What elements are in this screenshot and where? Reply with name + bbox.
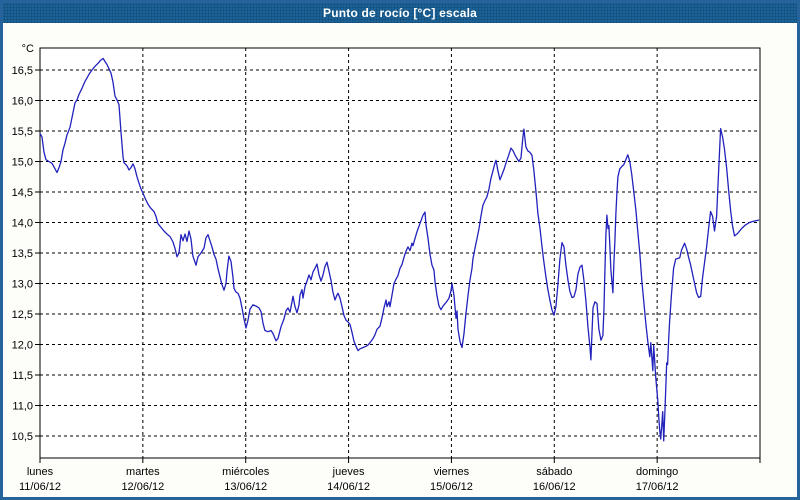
dewpoint-line-chart: 16,5 16,0 15,5 15,0 14,5 14,0 13,5 13,0 12,5 12,0… [12, 43, 761, 493]
x-day-label: martes [126, 466, 160, 478]
y-tick-label: 13,5 [12, 248, 33, 260]
x-date-label: 12/06/12 [121, 481, 164, 493]
y-tick-label: 13,0 [12, 279, 33, 291]
y-tick-label: 15,0 [12, 157, 33, 169]
y-tick-label: 14,5 [12, 187, 33, 199]
y-tick-label: 10,5 [12, 431, 33, 443]
x-date-label: 14/06/12 [327, 481, 370, 493]
dewpoint-series-line [39, 57, 760, 442]
y-tick-label: 12,5 [12, 309, 33, 321]
x-day-label: miércoles [222, 466, 270, 478]
y-tick-label: 11,5 [12, 370, 33, 382]
x-date-label: 15/06/12 [430, 481, 473, 493]
x-day-label: jueves [332, 466, 365, 478]
x-date-label: 11/06/12 [19, 481, 61, 493]
x-day-label: viernes [434, 466, 470, 478]
x-day-label: domingo [636, 466, 678, 478]
x-day-label: sábado [536, 466, 572, 478]
x-date-label: 16/06/12 [533, 481, 576, 493]
y-tick-label: 14,0 [12, 218, 33, 230]
y-tick-label: 12,0 [12, 340, 33, 352]
chart-title: Punto de rocío [°C] escala [322, 6, 478, 20]
y-tick-label: 15,5 [12, 126, 33, 138]
x-day-label: lunes [27, 466, 54, 478]
x-date-label: 13/06/12 [224, 481, 267, 493]
x-date-label: 17/06/12 [636, 481, 679, 493]
plot-border [39, 47, 761, 459]
y-tick-label: 11,0 [12, 401, 33, 413]
y-axis-unit: °C [22, 43, 34, 55]
y-tick-label: 16,0 [12, 96, 33, 108]
title-bar: Punto de rocío [°C] escala [3, 3, 797, 23]
y-tick-label: 16,5 [12, 65, 33, 77]
chart-area: 16,5 16,0 15,5 15,0 14,5 14,0 13,5 13,0 12,5 12,0… [3, 23, 797, 494]
